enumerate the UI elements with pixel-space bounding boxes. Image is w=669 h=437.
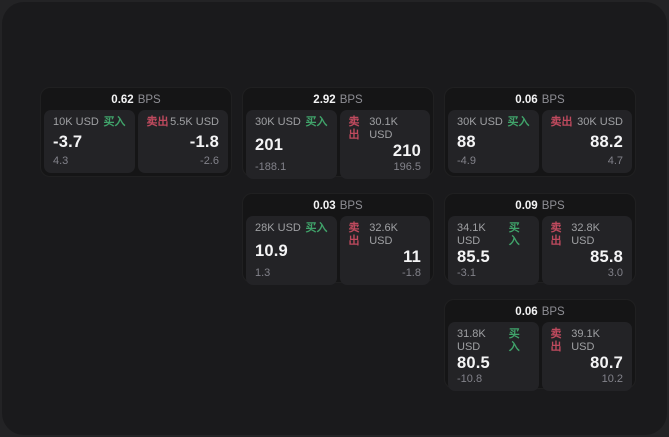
buy-tag[interactable]: 买入 [305, 222, 328, 234]
sell-amount: 32.8K USD [571, 222, 600, 247]
card-body: 30K USD 买入 88 -4.9 卖出 30K USD 88.2 4.7 [448, 110, 632, 173]
sell-price: 85.8 [590, 248, 623, 266]
sell-delta: -2.6 [200, 155, 219, 167]
quote-card: 2.92 BPS 30K USD 买入 201 -188.1 卖出 30.1K … [242, 87, 434, 179]
sell-price: 80.7 [590, 354, 623, 372]
buy-amount: 30K USD [457, 116, 503, 128]
sell-price: -1.8 [189, 132, 219, 151]
sell-delta: 196.5 [393, 161, 421, 173]
quote-card: 0.06 BPS 30K USD 买入 88 -4.9 卖出 30K USD 8… [444, 87, 636, 177]
sell-price: 210 [392, 142, 421, 160]
sell-side-button[interactable]: 卖出 30.1K USD 210 196.5 [339, 110, 430, 179]
quote-card: 0.06 BPS 31.8K USD 买入 80.5 -10.8 卖出 39.1… [444, 299, 636, 391]
bps-value: 2.92 [313, 94, 336, 106]
bps-value: 0.06 [515, 94, 538, 106]
sell-side-button[interactable]: 卖出 30K USD 88.2 4.7 [541, 110, 632, 173]
buy-amount: 30K USD [255, 116, 301, 128]
card-header: 0.09 BPS [448, 197, 632, 216]
sell-tag[interactable]: 卖出 [348, 222, 360, 247]
cards-grid: 0.62 BPS 10K USD 买入 -3.7 4.3 卖出 5.5K USD… [40, 87, 636, 391]
buy-side-button[interactable]: 30K USD 买入 201 -188.1 [246, 110, 337, 179]
card-header: 2.92 BPS [246, 91, 430, 110]
buy-tag[interactable]: 买入 [508, 222, 520, 247]
sell-tag[interactable]: 卖出 [550, 116, 573, 128]
sell-side-button[interactable]: 卖出 39.1K USD 80.7 10.2 [541, 322, 632, 391]
buy-tag[interactable]: 买入 [305, 116, 328, 128]
card-body: 28K USD 买入 10.9 1.3 卖出 32.6K USD 11 -1.8 [246, 216, 430, 285]
card-header: 0.03 BPS [246, 197, 430, 216]
sell-amount: 5.5K USD [170, 116, 219, 128]
buy-tag[interactable]: 买入 [103, 116, 126, 128]
card-body: 30K USD 买入 201 -188.1 卖出 30.1K USD 210 1… [246, 110, 430, 179]
buy-side-button[interactable]: 34.1K USD 买入 85.5 -3.1 [448, 216, 539, 285]
buy-price: 80.5 [457, 354, 490, 372]
bps-value: 0.62 [111, 94, 134, 106]
sell-side-button[interactable]: 卖出 32.6K USD 11 -1.8 [339, 216, 430, 285]
buy-delta: -10.8 [457, 373, 483, 385]
buy-side-button[interactable]: 31.8K USD 买入 80.5 -10.8 [448, 322, 539, 391]
sell-delta: 3.0 [607, 267, 623, 279]
buy-side-button[interactable]: 28K USD 买入 10.9 1.3 [246, 216, 337, 285]
bps-unit-label: BPS [541, 306, 565, 318]
buy-amount: 34.1K USD [457, 222, 486, 247]
sell-side-button[interactable]: 卖出 5.5K USD -1.8 -2.6 [137, 110, 228, 173]
sell-tag[interactable]: 卖出 [550, 222, 562, 247]
card-body: 10K USD 买入 -3.7 4.3 卖出 5.5K USD -1.8 -2.… [44, 110, 228, 173]
buy-side-button[interactable]: 10K USD 买入 -3.7 4.3 [44, 110, 135, 173]
sell-amount: 30K USD [577, 116, 623, 128]
sell-delta: 4.7 [607, 155, 623, 167]
sell-amount: 39.1K USD [571, 328, 600, 353]
buy-price: -3.7 [53, 132, 83, 151]
sell-tag[interactable]: 卖出 [146, 116, 169, 128]
quote-card: 0.62 BPS 10K USD 买入 -3.7 4.3 卖出 5.5K USD… [40, 87, 232, 177]
card-header: 0.62 BPS [44, 91, 228, 110]
buy-delta: 4.3 [53, 155, 69, 167]
buy-delta: -3.1 [457, 267, 476, 279]
bps-value: 0.09 [515, 200, 538, 212]
bps-unit-label: BPS [541, 200, 565, 212]
sell-price: 11 [403, 248, 421, 266]
card-body: 34.1K USD 买入 85.5 -3.1 卖出 32.8K USD 85.8… [448, 216, 632, 285]
sell-amount: 32.6K USD [369, 222, 398, 247]
buy-delta: -188.1 [255, 161, 287, 173]
sell-amount: 30.1K USD [369, 116, 398, 141]
bps-unit-label: BPS [541, 94, 565, 106]
sell-tag[interactable]: 卖出 [348, 116, 360, 141]
buy-price: 85.5 [457, 248, 490, 266]
bps-value: 0.06 [515, 306, 538, 318]
buy-price: 88 [457, 132, 476, 151]
buy-delta: 1.3 [255, 267, 271, 279]
card-header: 0.06 BPS [448, 91, 632, 110]
sell-side-button[interactable]: 卖出 32.8K USD 85.8 3.0 [541, 216, 632, 285]
buy-amount: 10K USD [53, 116, 99, 128]
sell-tag[interactable]: 卖出 [550, 328, 562, 353]
buy-delta: -4.9 [457, 155, 476, 167]
sell-price: 88.2 [590, 132, 623, 151]
buy-tag[interactable]: 买入 [507, 116, 530, 128]
quote-card: 0.03 BPS 28K USD 买入 10.9 1.3 卖出 32.6K US… [242, 193, 434, 285]
buy-tag[interactable]: 买入 [508, 328, 520, 353]
buy-amount: 28K USD [255, 222, 301, 234]
card-header: 0.06 BPS [448, 303, 632, 322]
sell-delta: 10.2 [601, 373, 623, 385]
bps-value: 0.03 [313, 200, 336, 212]
bps-unit-label: BPS [339, 200, 363, 212]
buy-price: 201 [255, 135, 284, 154]
sell-delta: -1.8 [402, 267, 421, 279]
buy-amount: 31.8K USD [457, 328, 486, 353]
buy-price: 10.9 [255, 241, 288, 260]
card-body: 31.8K USD 买入 80.5 -10.8 卖出 39.1K USD 80.… [448, 322, 632, 391]
bps-unit-label: BPS [137, 94, 161, 106]
buy-side-button[interactable]: 30K USD 买入 88 -4.9 [448, 110, 539, 173]
quote-card: 0.09 BPS 34.1K USD 买入 85.5 -3.1 卖出 32.8K… [444, 193, 636, 285]
bps-unit-label: BPS [339, 94, 363, 106]
